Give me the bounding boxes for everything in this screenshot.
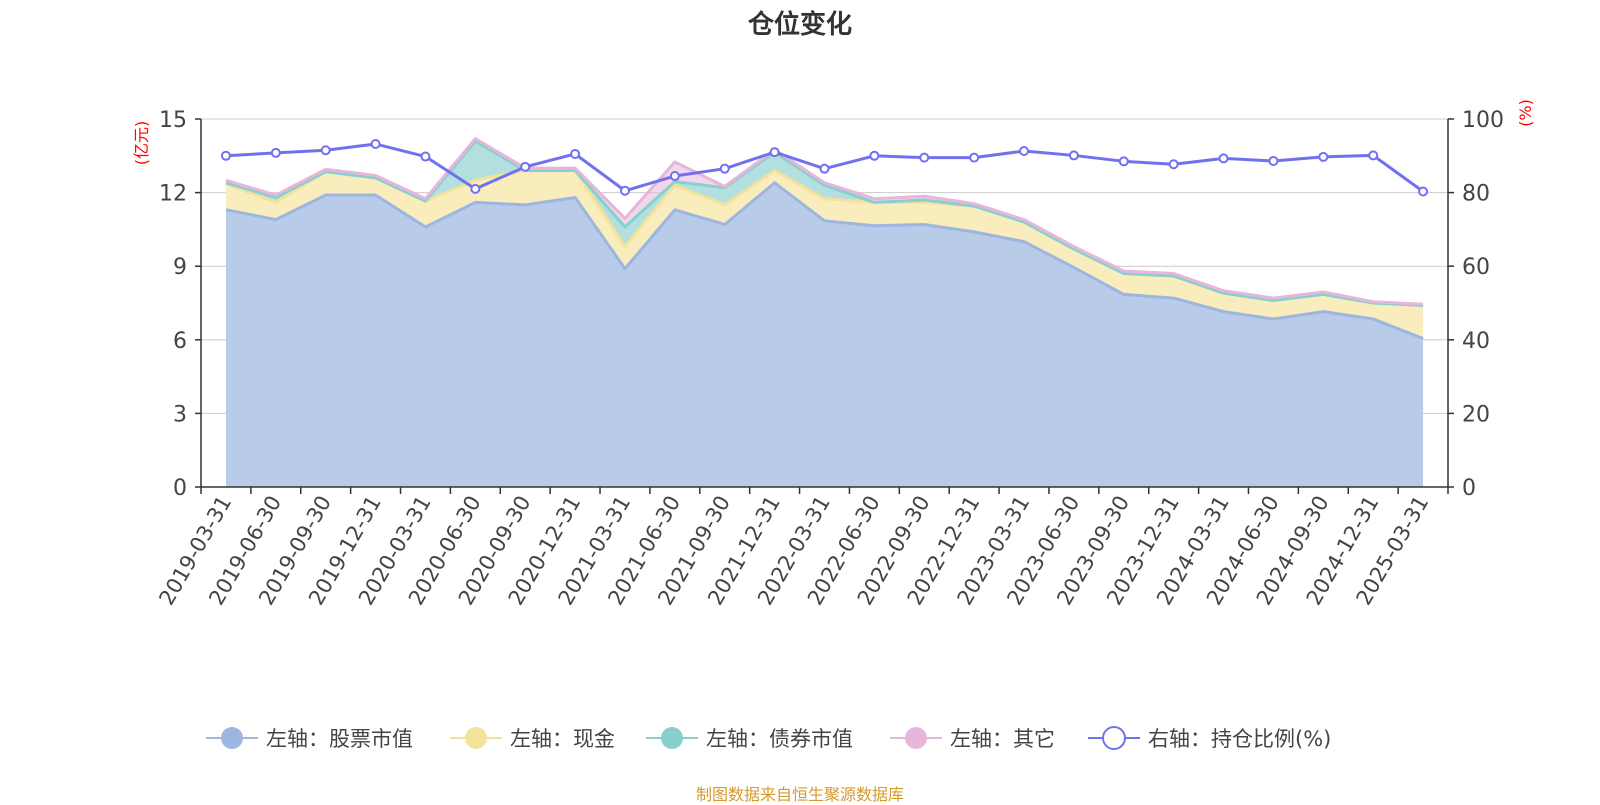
ratio-point	[1368, 150, 1379, 161]
ratio-point	[320, 145, 331, 156]
legend-circle-icon	[450, 727, 502, 749]
ratio-point	[370, 139, 381, 150]
legend-marker	[661, 727, 683, 749]
line-stock	[225, 181, 1424, 340]
ratio-point	[220, 150, 231, 161]
ratio-point	[470, 183, 481, 194]
ratio-point	[1268, 155, 1279, 166]
y-left-tick-label: 12	[159, 182, 187, 207]
y-left-tick-label: 15	[159, 108, 187, 133]
ratio-point	[1218, 153, 1229, 164]
legend-ring-icon	[1088, 726, 1140, 750]
legend-label-other: 左轴：其它	[950, 727, 1055, 751]
legend-item-cash[interactable]: 左轴：现金	[450, 718, 615, 758]
y-right-tick-label: 40	[1462, 329, 1490, 354]
legend-label-cash: 左轴：现金	[510, 727, 615, 751]
ratio-point	[420, 151, 431, 162]
legend-label-bond: 左轴：债券市值	[706, 727, 853, 751]
ratio-point	[619, 185, 630, 196]
legend-circle-icon	[206, 727, 258, 749]
ratio-point	[969, 152, 980, 163]
legend-marker	[905, 727, 927, 749]
legend-circle-icon	[646, 727, 698, 749]
legend-marker	[1102, 726, 1126, 750]
ratio-point	[669, 171, 680, 182]
ratio-point	[1068, 150, 1079, 161]
area-cash	[225, 170, 1424, 339]
ratio-point	[1019, 146, 1030, 157]
y-right-tick-label: 60	[1462, 255, 1490, 280]
y-left-tick-label: 3	[173, 402, 187, 427]
ratio-point	[719, 163, 730, 174]
y-left-tick-label: 9	[173, 255, 187, 280]
y-right-tick-label: 100	[1462, 108, 1504, 133]
ratio-point	[270, 147, 281, 158]
legend-item-other[interactable]: 左轴：其它	[890, 718, 1055, 758]
ratio-point	[819, 163, 830, 174]
ratio-point	[520, 161, 531, 172]
chart-title: 仓位变化	[747, 10, 852, 40]
ratio-point	[869, 150, 880, 161]
area-stock	[225, 182, 1424, 487]
y-left-axis-name: (亿元)	[132, 121, 151, 166]
ratio-point	[769, 147, 780, 158]
y-right-tick-label: 80	[1462, 182, 1490, 207]
y-right-tick-label: 0	[1462, 476, 1476, 501]
legend-marker	[221, 727, 243, 749]
ratio-point	[1118, 156, 1129, 167]
ratio-point	[1168, 159, 1179, 170]
ratio-point	[570, 148, 581, 159]
ratio-point	[919, 152, 930, 163]
legend-item-stock[interactable]: 左轴：股票市值	[206, 718, 413, 758]
ratio-point	[1318, 151, 1329, 162]
line-other	[225, 137, 1424, 306]
legend-label-stock: 左轴：股票市值	[266, 727, 413, 751]
y-left-tick-label: 6	[173, 329, 187, 354]
ratio-point	[1418, 186, 1429, 197]
legend-item-bond[interactable]: 左轴：债券市值	[646, 718, 853, 758]
y-right-axis-name: (%)	[1516, 99, 1535, 127]
data-source-footer: 制图数据来自恒生聚源数据库	[695, 785, 904, 804]
legend-item-ratio[interactable]: 右轴：持仓比例(%)	[1088, 718, 1331, 758]
legend-marker	[465, 727, 487, 749]
legend-label-ratio: 右轴：持仓比例(%)	[1148, 727, 1332, 751]
line-bond	[225, 139, 1424, 307]
legend-circle-icon	[890, 727, 942, 749]
y-right-tick-label: 20	[1462, 402, 1490, 427]
y-left-tick-label: 0	[173, 476, 187, 501]
chart-legend: 左轴：股票市值 左轴：现金 左轴：债券市值 左轴：其它 右轴：持仓比例(%)	[0, 718, 1600, 758]
